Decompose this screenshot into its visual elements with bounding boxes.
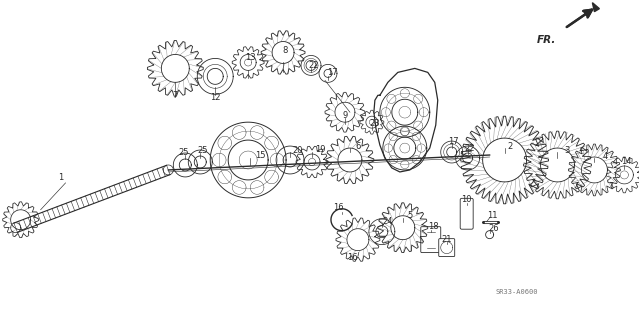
Text: 25: 25: [197, 145, 207, 154]
Text: 16: 16: [333, 203, 343, 212]
Text: 12: 12: [210, 93, 220, 102]
Text: 13: 13: [245, 53, 255, 62]
Text: 23: 23: [369, 119, 380, 128]
Text: 20: 20: [292, 145, 303, 154]
Text: 3: 3: [564, 145, 570, 154]
Text: 16: 16: [347, 253, 357, 262]
Text: FR.: FR.: [537, 34, 557, 45]
Text: 4: 4: [603, 152, 608, 160]
Text: 17: 17: [449, 137, 459, 145]
Text: 11: 11: [488, 211, 498, 220]
Text: 2: 2: [507, 142, 512, 151]
Text: 25: 25: [178, 147, 189, 157]
Text: 8: 8: [282, 46, 288, 55]
Text: 15: 15: [255, 151, 266, 160]
Text: 26: 26: [488, 224, 499, 233]
Text: 24: 24: [383, 217, 393, 226]
Text: SR33-A0600: SR33-A0600: [495, 289, 538, 295]
Polygon shape: [593, 3, 600, 12]
Text: 6: 6: [355, 142, 360, 151]
Text: 22: 22: [465, 144, 475, 152]
Text: 5: 5: [407, 211, 412, 220]
Text: 22: 22: [308, 61, 319, 70]
FancyBboxPatch shape: [439, 239, 454, 256]
Text: 9: 9: [342, 111, 348, 120]
Text: 18: 18: [428, 222, 439, 231]
Text: 10: 10: [461, 195, 472, 204]
FancyBboxPatch shape: [420, 227, 441, 253]
Text: 7: 7: [173, 91, 178, 100]
Text: 14: 14: [621, 158, 632, 167]
Text: 19: 19: [315, 145, 325, 153]
FancyBboxPatch shape: [460, 198, 473, 229]
Text: 21: 21: [442, 235, 452, 244]
Text: 1: 1: [58, 174, 63, 182]
Text: 17: 17: [326, 68, 337, 77]
